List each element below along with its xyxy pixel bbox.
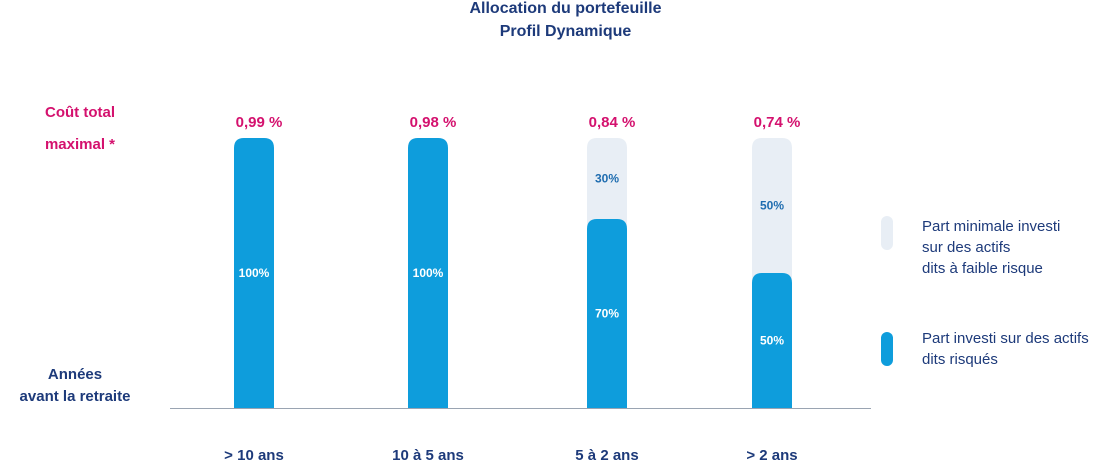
legend-swatch-low-risk: [881, 216, 893, 250]
bar-label-risky-0: 100%: [239, 266, 270, 280]
legend-low-risk-line3: dits à faible risque: [922, 260, 1043, 277]
cost-value-1: 0,98 %: [410, 114, 457, 131]
bar-label-low-risk-3: 50%: [760, 199, 784, 213]
legend-low-risk-line1: Part minimale investi: [922, 218, 1061, 235]
chart-title: Allocation du portefeuille: [469, 0, 662, 17]
cost-value-3: 0,74 %: [754, 114, 801, 131]
legend-label-low-risk: Part minimale investi sur des actifs dit…: [922, 216, 1119, 279]
bar-risky-2: [587, 219, 627, 408]
bar-label-risky-3: 50%: [760, 334, 784, 348]
chart-subtitle: Profil Dynamique: [499, 23, 632, 40]
legend-risky-line2: dits risqués: [922, 351, 998, 368]
bar-label-risky-1: 100%: [413, 266, 444, 280]
x-tick-label-1: 10 à 5 ans: [392, 447, 464, 464]
bar-risky-1: [408, 138, 448, 408]
x-axis-label-line1: Années: [47, 366, 103, 383]
bar-risky-3: [752, 273, 792, 408]
cost-label-line1: Coût total: [45, 104, 115, 121]
x-tick-label-3: > 2 ans: [746, 447, 797, 464]
x-tick-label-2: 5 à 2 ans: [575, 447, 638, 464]
legend-low-risk-line2: sur des actifs: [922, 239, 1011, 256]
bar-label-low-risk-2: 30%: [595, 172, 619, 186]
bar-risky-0: [234, 138, 274, 408]
cost-value-2: 0,84 %: [589, 114, 636, 131]
legend-label-risky: Part investi sur des actifs dits risqués: [922, 328, 1119, 370]
legend-swatch-risky: [881, 332, 893, 366]
x-tick-label-0: > 10 ans: [224, 447, 284, 464]
bar-label-risky-2: 70%: [595, 307, 619, 321]
legend-risky-line1: Part investi sur des actifs: [922, 330, 1089, 347]
cost-value-0: 0,99 %: [236, 114, 283, 131]
cost-label-line2: maximal *: [44, 136, 116, 153]
x-axis-label-line2: avant la retraite: [19, 388, 131, 405]
